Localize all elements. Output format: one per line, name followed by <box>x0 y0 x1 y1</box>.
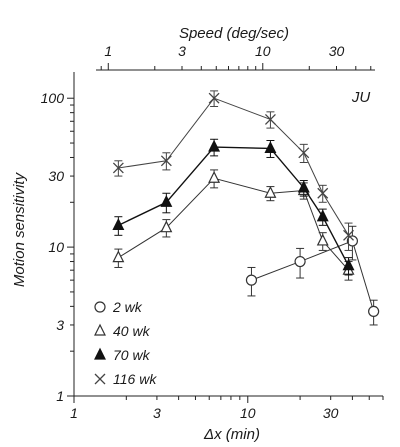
point-marker <box>208 170 221 183</box>
point-marker <box>208 92 220 104</box>
data-point <box>264 114 276 125</box>
point-marker <box>94 323 106 336</box>
x-tick-label: 1 <box>70 405 78 421</box>
series-line <box>118 97 349 236</box>
series-40-wk <box>112 169 355 281</box>
data-point <box>94 301 106 313</box>
point-marker <box>160 155 172 167</box>
y-axis-title: Motion sensitivity <box>11 171 28 287</box>
data-point <box>343 229 354 241</box>
y-axis: 1 3 10 30 100 <box>41 72 75 404</box>
point-marker <box>342 258 355 271</box>
point-marker <box>264 114 276 125</box>
point-marker <box>160 194 173 207</box>
data-point <box>264 141 277 154</box>
point-marker <box>94 373 106 385</box>
point-marker <box>264 185 277 198</box>
point-marker <box>112 218 125 230</box>
data-point <box>297 180 310 193</box>
point-marker <box>368 305 380 317</box>
data-point <box>316 233 329 246</box>
data-point <box>94 347 106 360</box>
top-axis: 1 3 10 30 <box>96 43 375 71</box>
data-point <box>160 220 173 233</box>
data-point <box>112 218 125 230</box>
legend-item: 40 wk <box>94 323 151 339</box>
point-marker <box>264 141 277 154</box>
top-axis-title: Speed (deg/sec) <box>179 25 289 42</box>
data-point <box>208 139 221 152</box>
data-point <box>245 274 258 286</box>
point-marker <box>208 139 221 152</box>
point-marker <box>343 229 354 241</box>
series-line <box>118 146 350 267</box>
legend-label: 2 wk <box>112 299 143 315</box>
top-tick-label: 3 <box>178 43 186 59</box>
legend-label: 70 wk <box>113 347 151 363</box>
x-tick-label: 30 <box>323 405 339 421</box>
legend-item: 116 wk <box>94 371 157 387</box>
data-point <box>208 170 221 183</box>
point-marker <box>94 301 106 313</box>
series-2-wk <box>245 225 380 326</box>
y-tick-label: 30 <box>48 168 64 184</box>
legend: 2 wk 40 wk 70 wk 116 wk <box>94 299 157 387</box>
data-point <box>94 373 106 385</box>
series-line <box>251 240 375 312</box>
data-point <box>317 187 329 199</box>
x-axis: 1 3 10 30 <box>70 395 384 421</box>
legend-item: 70 wk <box>94 347 151 363</box>
point-marker <box>112 250 125 263</box>
data-point <box>368 305 380 317</box>
point-marker <box>112 162 124 174</box>
point-marker <box>316 209 329 222</box>
plot-area <box>112 90 380 326</box>
data-point <box>346 235 358 247</box>
top-tick-label: 10 <box>255 43 271 59</box>
data-point <box>294 255 306 268</box>
panel-label: JU <box>351 89 371 106</box>
y-tick-label: 10 <box>48 239 64 255</box>
y-tick-label: 100 <box>41 90 65 106</box>
y-tick-label: 3 <box>56 317 64 333</box>
x-axis-title: Δx (min) <box>203 426 260 443</box>
data-point <box>208 92 220 104</box>
point-marker <box>317 187 329 199</box>
point-marker <box>346 235 358 247</box>
point-marker <box>245 274 258 286</box>
legend-label: 40 wk <box>113 323 151 339</box>
point-marker <box>94 347 106 360</box>
data-point <box>316 209 329 222</box>
series-116-wk <box>112 90 354 251</box>
data-point <box>112 162 124 174</box>
point-marker <box>316 233 329 246</box>
x-tick-label: 10 <box>240 405 256 421</box>
data-point <box>264 185 277 198</box>
top-tick-label: 30 <box>329 43 345 59</box>
data-point <box>112 250 125 263</box>
data-point <box>298 147 310 159</box>
point-marker <box>297 180 310 193</box>
x-tick-label: 3 <box>153 405 161 421</box>
legend-label: 116 wk <box>113 371 157 387</box>
data-point <box>94 323 106 336</box>
series-70-wk <box>112 138 355 276</box>
top-tick-label: 1 <box>104 43 112 59</box>
point-marker <box>160 220 173 233</box>
y-tick-label: 1 <box>56 388 64 404</box>
data-point <box>342 258 355 271</box>
data-point <box>160 194 173 207</box>
point-marker <box>298 147 310 159</box>
legend-item: 2 wk <box>94 299 143 315</box>
data-point <box>160 155 172 167</box>
point-marker <box>294 255 306 268</box>
